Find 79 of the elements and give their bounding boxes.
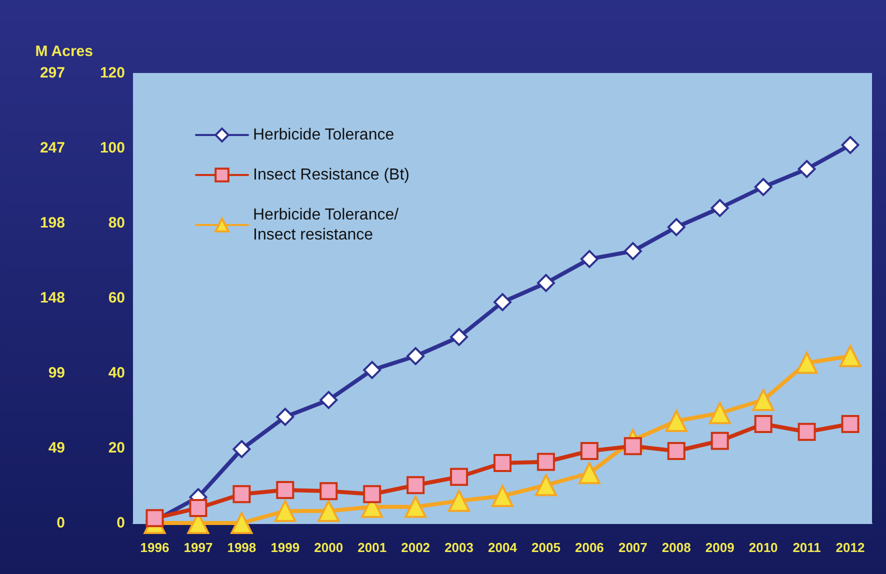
y2-axis-title: M Acres: [35, 43, 93, 60]
x-tick-label: 1996: [140, 540, 170, 555]
point: [406, 347, 425, 366]
x-tick-label: 2008: [662, 540, 691, 555]
point: [624, 242, 642, 260]
point: [754, 178, 772, 196]
y-tick-label: 60: [108, 290, 125, 306]
y-tick-label: 100: [100, 140, 125, 156]
point: [276, 481, 294, 499]
point: [710, 199, 729, 217]
x-tick-label: 2006: [574, 540, 604, 555]
point: [450, 328, 468, 346]
x-tick-label: 2002: [401, 540, 430, 555]
point: [320, 482, 338, 500]
point: [274, 500, 296, 522]
point: [494, 454, 512, 472]
y2-tick-label: 297: [40, 64, 65, 82]
x-tick-label: 2003: [444, 540, 474, 555]
point: [146, 509, 164, 528]
y2-tick-label: 198: [40, 214, 65, 232]
x-tick-label: 1998: [227, 540, 256, 555]
y-tick-label: 80: [108, 214, 125, 232]
point: [798, 422, 816, 441]
y2-tick-label: 49: [48, 440, 65, 457]
point: [189, 499, 208, 517]
x-tick-label: 2001: [358, 540, 387, 555]
point: [406, 476, 425, 494]
point: [841, 136, 860, 154]
point: [752, 389, 774, 411]
point: [450, 468, 468, 486]
x-tick-label: 1999: [270, 540, 300, 555]
point: [665, 410, 688, 432]
point: [232, 440, 251, 458]
y2-tick-label: 148: [40, 289, 65, 306]
point: [276, 408, 294, 426]
y-tick-label: 0: [116, 514, 125, 532]
point: [534, 474, 557, 496]
legend-label: Insect Resistance (Bt): [253, 166, 410, 184]
point: [839, 345, 862, 368]
point: [232, 485, 251, 504]
point: [320, 391, 338, 409]
point: [363, 485, 382, 504]
point: [667, 218, 686, 236]
y-tick-label: 20: [108, 440, 125, 456]
point: [536, 274, 555, 292]
x-tick-label: 2011: [792, 540, 821, 555]
point: [230, 512, 253, 534]
x-tick-label: 2007: [618, 540, 648, 555]
point: [580, 442, 598, 460]
point: [580, 250, 598, 268]
point: [708, 402, 731, 424]
legend-label: Herbicide Tolerance: [253, 126, 394, 144]
legend-label: Herbicide Tolerance/ Insect resistance: [253, 206, 404, 244]
x-tick-label: 2009: [705, 540, 734, 555]
point: [363, 361, 382, 379]
point: [536, 452, 555, 471]
x-tick-label: 2004: [488, 540, 518, 555]
point: [404, 496, 427, 518]
point: [841, 415, 860, 433]
point: [798, 160, 816, 178]
y2-tick-label: 247: [40, 139, 65, 156]
y-tick-label: 120: [100, 64, 125, 82]
point: [578, 462, 600, 484]
point: [448, 490, 470, 512]
point: [710, 432, 729, 450]
point: [667, 442, 686, 460]
y-tick-label: 40: [108, 364, 125, 382]
x-tick-label: 2005: [532, 540, 560, 555]
point: [754, 415, 772, 433]
x-tick-label: 2010: [748, 540, 778, 555]
point: [318, 500, 340, 522]
point: [492, 485, 514, 507]
x-tick-label: 1997: [184, 540, 213, 555]
y2-tick-label: 0: [56, 514, 65, 532]
y2-tick-label: 99: [48, 364, 65, 382]
x-tick-label: 2012: [836, 540, 865, 555]
point: [494, 293, 512, 312]
point: [796, 352, 818, 374]
x-tick-label: 2000: [314, 540, 344, 555]
